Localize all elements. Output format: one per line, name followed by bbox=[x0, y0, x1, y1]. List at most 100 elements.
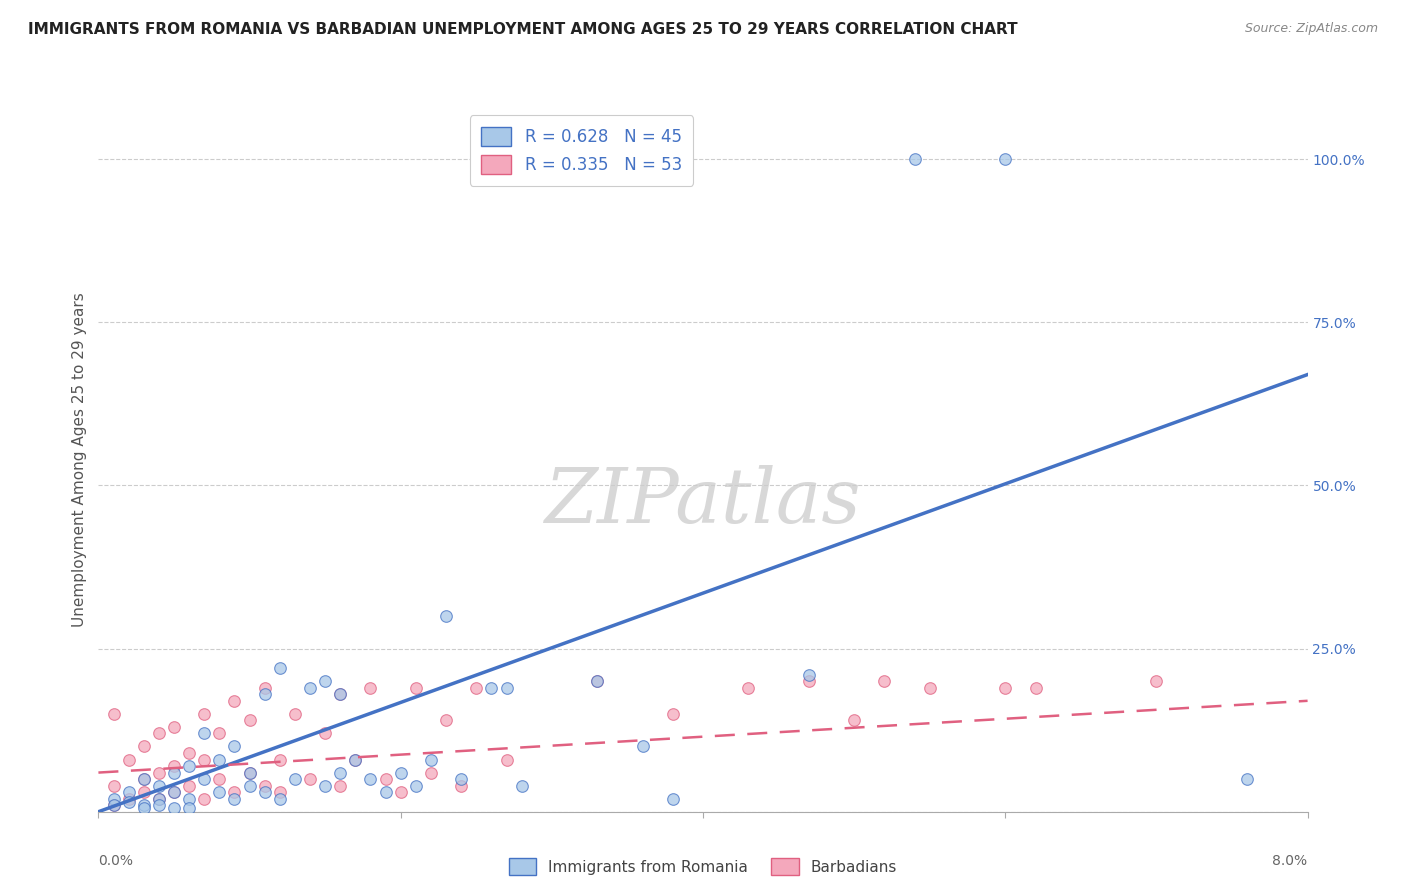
Point bbox=[132, 772, 155, 786]
Point bbox=[1024, 681, 1046, 695]
Point bbox=[269, 785, 291, 799]
Point bbox=[329, 779, 352, 793]
Point bbox=[193, 752, 215, 766]
Point bbox=[661, 706, 683, 721]
Point bbox=[329, 765, 352, 780]
Point bbox=[994, 681, 1017, 695]
Point bbox=[284, 706, 307, 721]
Point bbox=[389, 785, 412, 799]
Point bbox=[495, 752, 517, 766]
Point bbox=[1236, 772, 1258, 786]
Point bbox=[450, 779, 472, 793]
Point bbox=[510, 779, 533, 793]
Point bbox=[103, 791, 125, 805]
Point bbox=[873, 674, 896, 689]
Point bbox=[179, 746, 201, 760]
Point bbox=[344, 752, 367, 766]
Point bbox=[253, 681, 276, 695]
Point bbox=[994, 153, 1017, 167]
Point bbox=[132, 798, 155, 813]
Point bbox=[797, 667, 820, 681]
Text: 0.0%: 0.0% bbox=[98, 854, 134, 868]
Point bbox=[163, 785, 186, 799]
Point bbox=[284, 772, 307, 786]
Point bbox=[208, 752, 231, 766]
Point bbox=[118, 785, 141, 799]
Point bbox=[193, 726, 215, 740]
Text: 8.0%: 8.0% bbox=[1272, 854, 1308, 868]
Point bbox=[359, 681, 381, 695]
Point bbox=[661, 791, 683, 805]
Point bbox=[405, 779, 427, 793]
Point bbox=[269, 752, 291, 766]
Point bbox=[163, 785, 186, 799]
Point bbox=[329, 687, 352, 701]
Point bbox=[132, 785, 155, 799]
Point bbox=[118, 752, 141, 766]
Point bbox=[239, 714, 262, 728]
Point bbox=[239, 765, 262, 780]
Point bbox=[374, 785, 396, 799]
Point bbox=[224, 739, 246, 754]
Point bbox=[163, 801, 186, 815]
Point bbox=[103, 798, 125, 813]
Point bbox=[239, 779, 262, 793]
Point bbox=[208, 772, 231, 786]
Point bbox=[419, 752, 441, 766]
Point bbox=[253, 785, 276, 799]
Point bbox=[103, 706, 125, 721]
Point bbox=[359, 772, 381, 786]
Point bbox=[179, 791, 201, 805]
Point bbox=[193, 706, 215, 721]
Point bbox=[450, 772, 472, 786]
Point bbox=[163, 720, 186, 734]
Point bbox=[314, 674, 336, 689]
Point bbox=[405, 681, 427, 695]
Point bbox=[148, 726, 170, 740]
Point bbox=[918, 681, 941, 695]
Point bbox=[118, 795, 141, 809]
Point bbox=[299, 772, 322, 786]
Point bbox=[314, 779, 336, 793]
Point bbox=[586, 674, 609, 689]
Point bbox=[253, 687, 276, 701]
Point bbox=[148, 779, 170, 793]
Point bbox=[132, 772, 155, 786]
Point bbox=[208, 785, 231, 799]
Point bbox=[179, 779, 201, 793]
Point bbox=[148, 765, 170, 780]
Point bbox=[193, 772, 215, 786]
Point bbox=[269, 791, 291, 805]
Text: IMMIGRANTS FROM ROMANIA VS BARBADIAN UNEMPLOYMENT AMONG AGES 25 TO 29 YEARS CORR: IMMIGRANTS FROM ROMANIA VS BARBADIAN UNE… bbox=[28, 22, 1018, 37]
Point bbox=[479, 681, 503, 695]
Point bbox=[179, 801, 201, 815]
Point bbox=[179, 759, 201, 773]
Point bbox=[419, 765, 441, 780]
Point bbox=[224, 785, 246, 799]
Y-axis label: Unemployment Among Ages 25 to 29 years: Unemployment Among Ages 25 to 29 years bbox=[72, 292, 87, 627]
Point bbox=[208, 726, 231, 740]
Point bbox=[193, 791, 215, 805]
Point bbox=[269, 661, 291, 675]
Point bbox=[434, 609, 457, 624]
Point bbox=[253, 779, 276, 793]
Point bbox=[903, 153, 925, 167]
Point bbox=[132, 801, 155, 815]
Point bbox=[103, 779, 125, 793]
Point bbox=[224, 791, 246, 805]
Point bbox=[118, 791, 141, 805]
Text: Source: ZipAtlas.com: Source: ZipAtlas.com bbox=[1244, 22, 1378, 36]
Point bbox=[163, 759, 186, 773]
Point bbox=[844, 714, 866, 728]
Point bbox=[1144, 674, 1167, 689]
Point bbox=[163, 765, 186, 780]
Point bbox=[797, 674, 820, 689]
Point bbox=[299, 681, 322, 695]
Point bbox=[329, 687, 352, 701]
Point bbox=[148, 798, 170, 813]
Point bbox=[586, 674, 609, 689]
Point bbox=[631, 739, 654, 754]
Point bbox=[344, 752, 367, 766]
Point bbox=[103, 798, 125, 813]
Point bbox=[737, 681, 759, 695]
